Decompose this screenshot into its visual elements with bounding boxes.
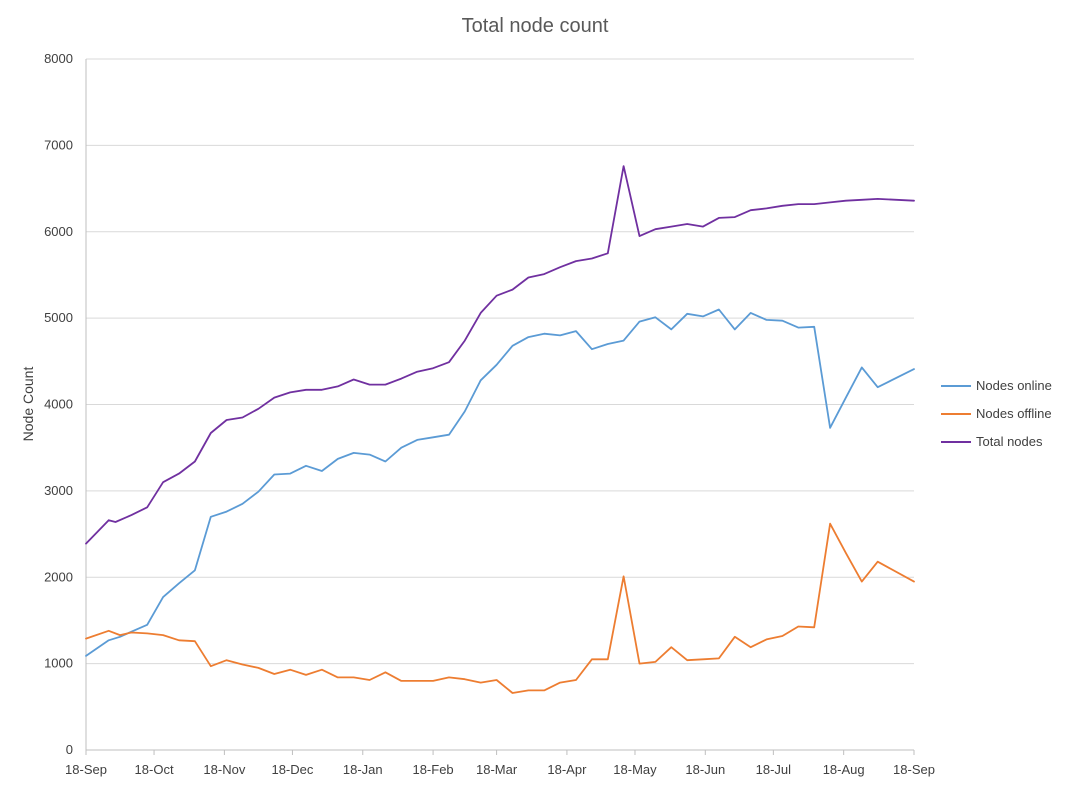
- x-tick-label: 18-Mar: [476, 762, 518, 777]
- x-tick-label: 18-Sep: [893, 762, 935, 777]
- series-line-nodes-offline: [85, 522, 915, 694]
- legend-label: Nodes online: [976, 378, 1052, 393]
- y-axis-title: Node Count: [20, 367, 36, 442]
- chart-title: Total node count: [462, 15, 609, 37]
- x-tick-label: 18-Feb: [412, 762, 453, 777]
- gridlines: [86, 58, 914, 665]
- legend: Nodes online Nodes offline Total nodes: [941, 378, 1052, 449]
- series-line-nodes-online: [85, 308, 915, 657]
- x-tick-label: 18-Sep: [65, 762, 107, 777]
- series-line-total-nodes: [85, 165, 915, 545]
- x-tick-label: 18-Jan: [343, 762, 383, 777]
- legend-label: Nodes offline: [976, 406, 1052, 421]
- y-tick-label: 7000: [44, 137, 73, 152]
- legend-label: Total nodes: [976, 434, 1043, 449]
- y-tick-label: 2000: [44, 569, 73, 584]
- y-tick-label: 0: [66, 742, 73, 757]
- x-tick-label: 18-Apr: [547, 762, 587, 777]
- y-tick-label: 5000: [44, 310, 73, 325]
- y-tick-label: 3000: [44, 483, 73, 498]
- x-tick-label: 18-Dec: [271, 762, 313, 777]
- series-lines: [85, 165, 915, 694]
- y-tick-label: 4000: [44, 397, 73, 412]
- y-tick-label: 6000: [44, 224, 73, 239]
- x-tick-label: 18-May: [613, 762, 657, 777]
- x-tick-label: 18-Jul: [756, 762, 792, 777]
- axes: 0 1000 2000 3000 4000 5000 6000 7000 8000 18-Sep 1…: [44, 51, 935, 777]
- y-tick-label: 1000: [44, 656, 73, 671]
- y-tick-label: 8000: [44, 51, 73, 66]
- x-tick-label: 18-Jun: [685, 762, 725, 777]
- x-tick-label: 18-Nov: [203, 762, 245, 777]
- x-tick-label: 18-Oct: [135, 762, 174, 777]
- x-tick-label: 18-Aug: [823, 762, 865, 777]
